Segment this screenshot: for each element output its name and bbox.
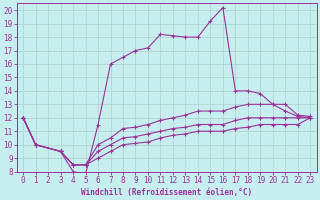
X-axis label: Windchill (Refroidissement éolien,°C): Windchill (Refroidissement éolien,°C): [81, 188, 252, 197]
